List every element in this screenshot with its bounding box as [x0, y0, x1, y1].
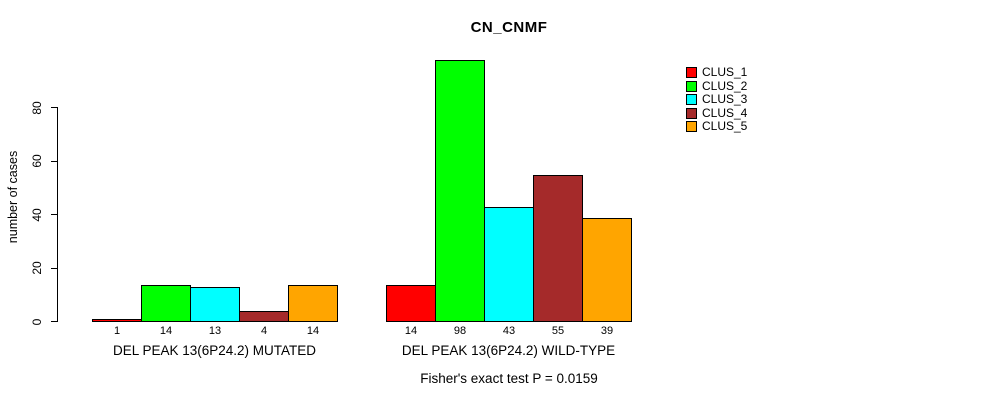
y-tick-40 — [51, 214, 58, 216]
y-tick-0 — [51, 321, 58, 322]
y-tick-label-40: 40 — [30, 208, 44, 222]
bar-value-label: 14 — [306, 325, 320, 337]
bar-clus_3-group2 — [484, 206, 534, 322]
legend-item-clus_5: CLUS_5 — [686, 119, 748, 134]
legend-swatch-clus_1 — [686, 67, 697, 79]
legend: CLUS_1 CLUS_2 CLUS_3 CLUS_4 CLUS_5 — [686, 65, 748, 134]
bar-value-label: 98 — [453, 325, 467, 337]
y-tick-label-60: 60 — [30, 154, 44, 168]
y-tick-label-80: 80 — [30, 101, 44, 115]
y-tick-80 — [51, 107, 58, 109]
legend-label: CLUS_5 — [702, 119, 748, 133]
legend-item-clus_3: CLUS_3 — [686, 92, 748, 107]
fisher-test-footnote: Fisher's exact test P = 0.0159 — [420, 371, 598, 386]
bar-clus_4-group1 — [239, 310, 289, 322]
y-tick-20 — [51, 267, 58, 269]
bar-clus_5-group1 — [288, 284, 338, 322]
legend-item-clus_1: CLUS_1 — [686, 65, 748, 80]
bar-value-label: 43 — [502, 325, 516, 337]
chart-title: CN_CNMF — [470, 19, 548, 36]
bar-value-label: 13 — [208, 325, 222, 337]
bar-value-label: 14 — [404, 325, 418, 337]
bar-clus_4-group2 — [533, 174, 583, 322]
bar-value-label: 4 — [260, 325, 268, 337]
bar-clus_3-group1 — [190, 286, 240, 322]
legend-swatch-clus_2 — [686, 80, 697, 92]
y-tick-60 — [51, 160, 58, 162]
legend-swatch-clus_4 — [686, 107, 697, 119]
bar-clus_1-group2 — [386, 284, 436, 322]
legend-swatch-clus_3 — [686, 94, 697, 106]
legend-label: CLUS_1 — [702, 65, 748, 79]
legend-swatch-clus_5 — [686, 121, 697, 133]
legend-label: CLUS_4 — [702, 105, 748, 120]
legend-item-clus_4: CLUS_4 — [686, 105, 748, 121]
bar-clus_1-group1 — [92, 318, 142, 322]
group-label-wild-type: DEL PEAK 13(6P24.2) WILD-TYPE — [401, 343, 616, 358]
bar-value-label: 1 — [113, 325, 121, 337]
legend-item-clus_2: CLUS_2 — [686, 78, 748, 94]
bar-value-label: 39 — [600, 325, 614, 337]
bar-value-label: 14 — [159, 325, 173, 337]
legend-label: CLUS_2 — [702, 78, 748, 93]
bar-clus_2-group2 — [435, 59, 485, 322]
bar-value-label: 55 — [551, 325, 565, 337]
y-axis-title: number of cases — [6, 150, 20, 244]
group-label-mutated: DEL PEAK 13(6P24.2) MUTATED — [112, 343, 317, 358]
y-tick-label-20: 20 — [30, 261, 44, 275]
y-tick-label-0: 0 — [30, 318, 44, 325]
bar-clus_5-group2 — [582, 217, 632, 322]
bar-clus_2-group1 — [141, 284, 191, 322]
legend-label: CLUS_3 — [702, 92, 748, 106]
